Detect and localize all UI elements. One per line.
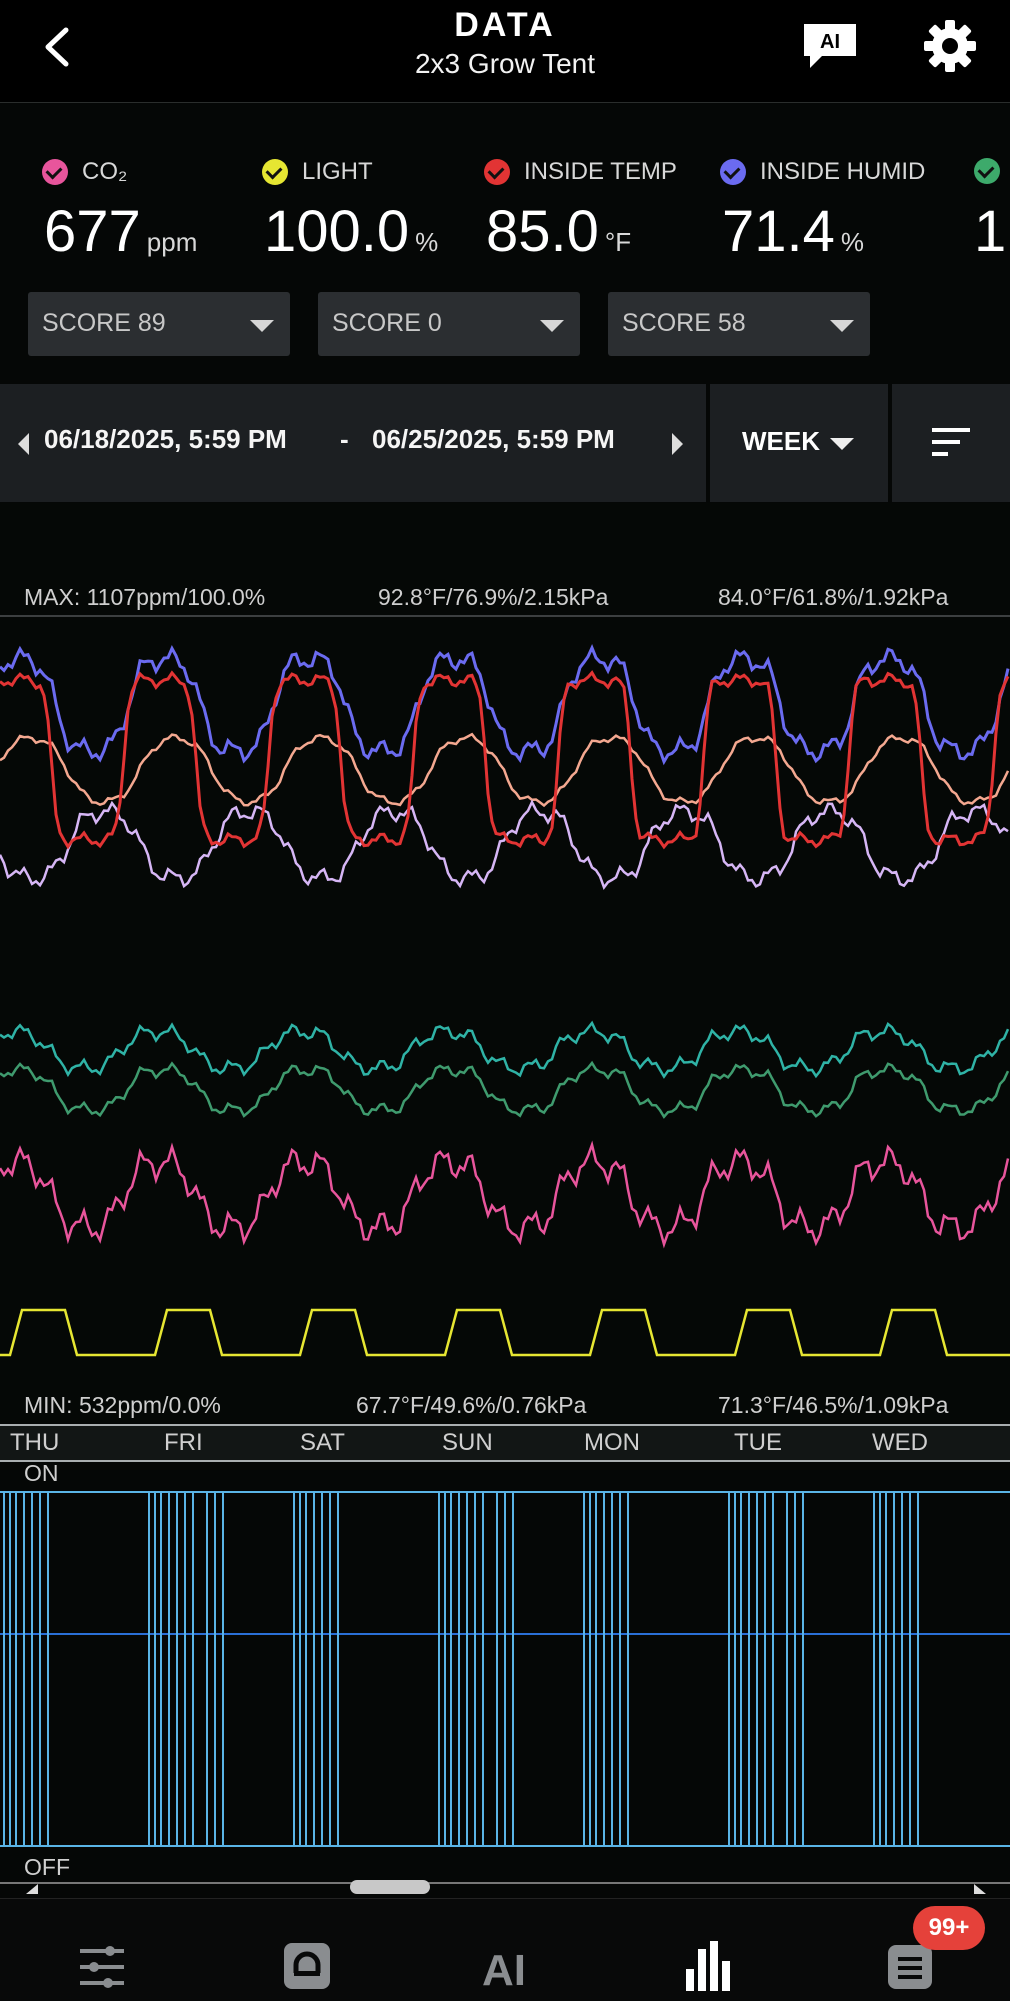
outside-humid-series-line (0, 799, 1009, 890)
caret-down-icon (830, 438, 854, 450)
day-label: WED (872, 1429, 928, 1456)
page-title: DATA (454, 6, 556, 44)
sort-button[interactable] (892, 384, 1010, 502)
day-label: FRI (164, 1429, 203, 1456)
device-state-bars (3, 1492, 919, 1846)
on-label: ON (24, 1460, 59, 1486)
chart-scrollbar[interactable] (0, 1880, 1010, 1894)
scroll-thumb (350, 1880, 430, 1894)
day-axis: THU FRI SAT SUN MON TUE WED (0, 1424, 1010, 1462)
sort-icon (932, 428, 970, 456)
outside-vpd-series-line (0, 1060, 1010, 1119)
check-dot-icon (262, 159, 288, 185)
off-label: OFF (24, 1854, 70, 1880)
caret-down-icon (540, 320, 564, 332)
devices-nav-icon[interactable] (276, 1935, 336, 1995)
logs-nav-icon[interactable] (880, 1935, 940, 1995)
metric-unit: °F (604, 227, 632, 257)
end-date[interactable]: 06/25/2025, 5:59 PM (372, 424, 615, 454)
caret-down-icon (830, 320, 854, 332)
date-range-bar (0, 384, 706, 502)
score-dropdown-1[interactable]: SCORE 89 (28, 292, 290, 356)
co2-series-line (0, 1140, 1010, 1249)
start-date[interactable]: 06/18/2025, 5:59 PM (44, 424, 287, 454)
metric-unit: % (415, 227, 439, 257)
sensor-line-chart[interactable] (0, 620, 1010, 1390)
chart-top-line (0, 615, 1010, 617)
caret-down-icon (250, 320, 274, 332)
metric-unit: % (840, 227, 865, 257)
outside-temp-series-line (0, 732, 1010, 808)
day-label: SUN (442, 1429, 493, 1456)
max-label: MAX: 1107ppm/100.0% 92.8°F/76.9%/2.15kPa… (24, 584, 949, 610)
score-dropdown-2[interactable]: SCORE 0 (318, 292, 580, 356)
temp-series-line (0, 670, 1010, 850)
metric-label: LIGHT (302, 158, 373, 185)
light-series-line (0, 1308, 1010, 1357)
date-separator: - (340, 424, 349, 454)
device-name: 2x3 Grow Tent (414, 48, 596, 79)
day-label: TUE (734, 1429, 782, 1456)
min-label-co2: MIN: 532ppm/0.0% (24, 1392, 221, 1418)
humid-series-line (0, 643, 1010, 766)
day-label: MON (584, 1429, 640, 1456)
day-label: SAT (300, 1429, 345, 1456)
back-icon[interactable] (38, 22, 78, 72)
metric-unit: ppm (146, 227, 198, 257)
check-dot-icon (484, 159, 510, 185)
gear-icon[interactable] (922, 18, 978, 74)
check-dot-icon (42, 159, 68, 185)
metric-value: 71.4 (722, 199, 835, 264)
metric-label: INSIDE HUMID (760, 158, 926, 185)
metric-value: 677 (44, 199, 141, 264)
next-range-icon[interactable] (672, 433, 683, 455)
prev-range-icon[interactable] (18, 433, 29, 455)
ai-nav-icon[interactable]: AI (474, 1935, 534, 1995)
vpd-series-line (0, 1020, 1010, 1079)
min-label-inside: 67.7°F/49.6%/0.76kPa (356, 1392, 587, 1418)
metric-vpd-partial[interactable]: 1. (974, 158, 1010, 268)
notification-badge: 99+ (913, 1906, 985, 1950)
controls-nav-icon[interactable] (72, 1935, 132, 1995)
metric-label: CO₂ (82, 158, 128, 185)
metric-label: INSIDE TEMP (524, 158, 677, 185)
check-dot-icon (720, 159, 746, 185)
svg-text:AI: AI (820, 31, 840, 53)
day-label: THU (10, 1429, 60, 1456)
bottom-nav (0, 1898, 1010, 2001)
metric-value: 1. (974, 199, 1010, 264)
check-dot-icon (974, 158, 1000, 184)
ai-chat-icon[interactable]: AI (800, 20, 860, 70)
metric-value: 100.0 (264, 199, 410, 264)
period-dropdown[interactable]: WEEK (710, 384, 888, 502)
device-onoff-chart[interactable] (0, 1488, 1010, 1856)
metric-value: 85.0 (486, 199, 599, 264)
data-nav-icon[interactable] (676, 1935, 736, 1995)
svg-text:AI: AI (482, 1946, 526, 1995)
min-label-outside: 71.3°F/46.5%/1.09kPa (718, 1392, 949, 1418)
score-dropdown-3[interactable]: SCORE 58 (608, 292, 870, 356)
